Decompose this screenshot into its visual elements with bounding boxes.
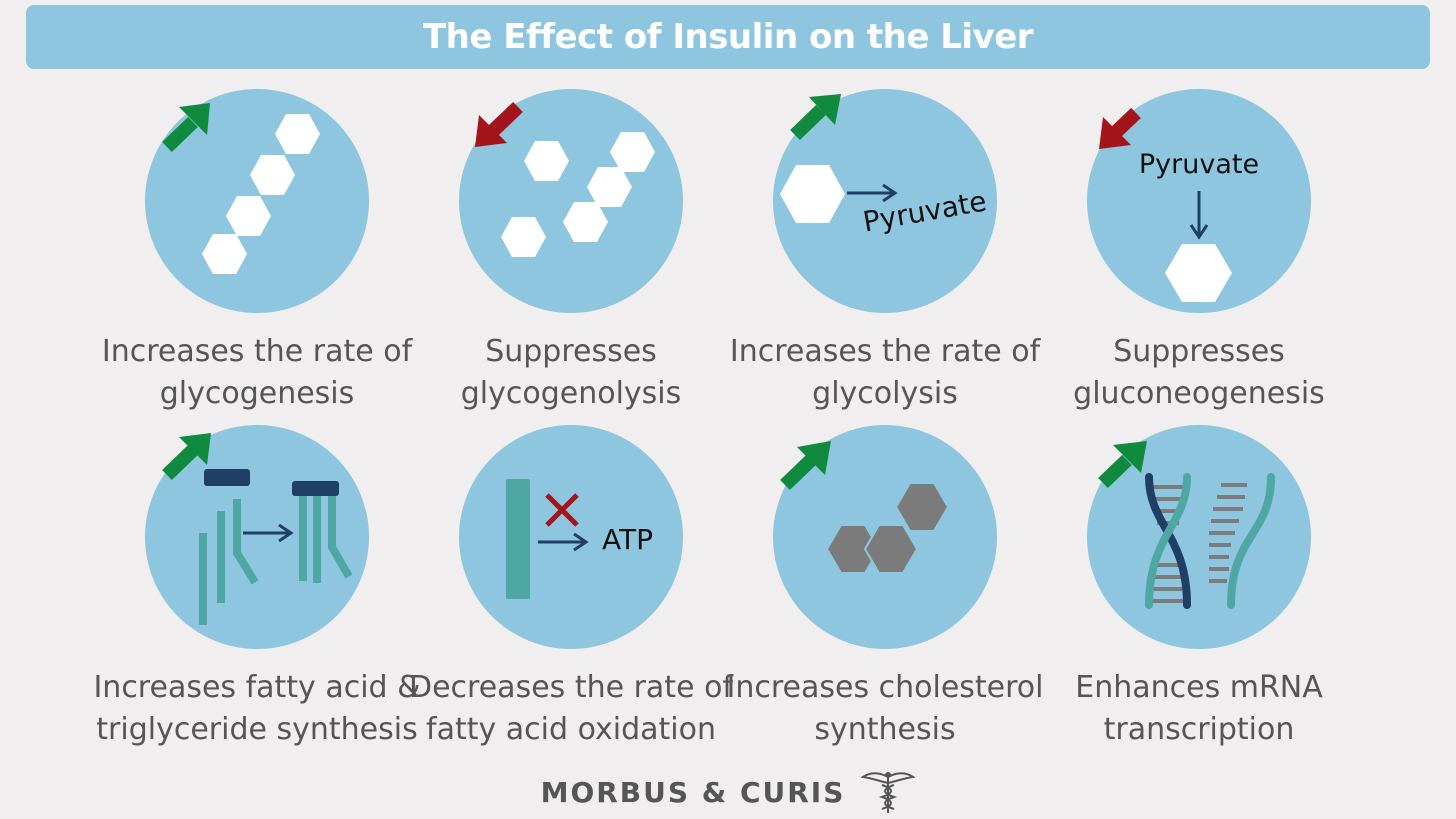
effect-caption: Enhances mRNA transcription [1075,670,1323,747]
caduceus-icon [861,772,916,813]
effect-card-fatty-acid-synthesis: Increases fatty acid & triglyceride synt… [93,425,421,755]
blocked-x-icon [545,493,579,527]
effect-card-cholesterol-synthesis: Increases cholesterol synthesis [727,425,1044,755]
reaction-arrow-icon [538,532,589,552]
effect-card-mrna-transcription: Enhances mRNA transcription [1049,425,1349,755]
atp-label: ATP [602,523,653,556]
effect-card-glycolysis: Pyruvate Increases the rate of glycolysi… [730,89,1040,419]
effect-caption: Increases fatty acid & triglyceride synt… [93,670,421,747]
effect-caption: Increases the rate of glycolysis [729,334,1041,411]
increase-arrow-icon [162,103,210,153]
decrease-arrow-icon [1099,107,1141,149]
reaction-arrow-icon [847,183,898,203]
title-banner: The Effect of Insulin on the Liver [26,5,1430,69]
effect-card-glycogenolysis: Suppresses glycogenolysis [421,89,721,419]
effect-caption: Decreases the rate of fatty acid oxidati… [409,670,733,747]
pyruvate-label: Pyruvate [1139,149,1259,180]
scattered-glucose-icon [475,101,655,257]
glucose-to-pyruvate-icon: Pyruvate [780,94,989,239]
footer-brand: MORBUS & CURIS [0,768,1456,816]
effect-card-gluconeogenesis: Pyruvate Suppresses gluconeogenesis [1049,89,1349,419]
increase-arrow-icon [780,441,831,491]
increase-arrow-icon [162,433,211,481]
cholesterol-ring-icon [780,441,950,574]
increase-arrow-icon [790,94,841,141]
effect-caption: Suppresses glycogenolysis [460,334,682,411]
effect-caption: Increases the rate of glycogenesis [101,334,413,411]
glycogen-chain-icon [162,103,320,274]
effect-caption: Increases cholesterol synthesis [726,670,1044,747]
reaction-arrow-icon [243,523,294,543]
page-title: The Effect of Insulin on the Liver [422,17,1034,57]
dna-helix-icon [1098,441,1275,609]
decrease-arrow-icon [475,101,523,147]
increase-arrow-icon [1098,441,1147,489]
effect-card-glycogenesis: Increases the rate of glycogenesis [102,89,412,419]
blocked-atp-icon: ATP [506,479,653,599]
effect-caption: Suppresses gluconeogenesis [1073,334,1325,411]
reaction-arrow-icon [1189,191,1209,240]
effect-card-fatty-acid-oxidation: ATP Decreases the rate of fatty acid oxi… [409,425,733,755]
pyruvate-to-glucose-icon: Pyruvate [1099,107,1259,302]
icon-circle [459,425,683,649]
triglyceride-assembly-icon [162,433,353,625]
brand-name: MORBUS & CURIS [540,775,846,809]
